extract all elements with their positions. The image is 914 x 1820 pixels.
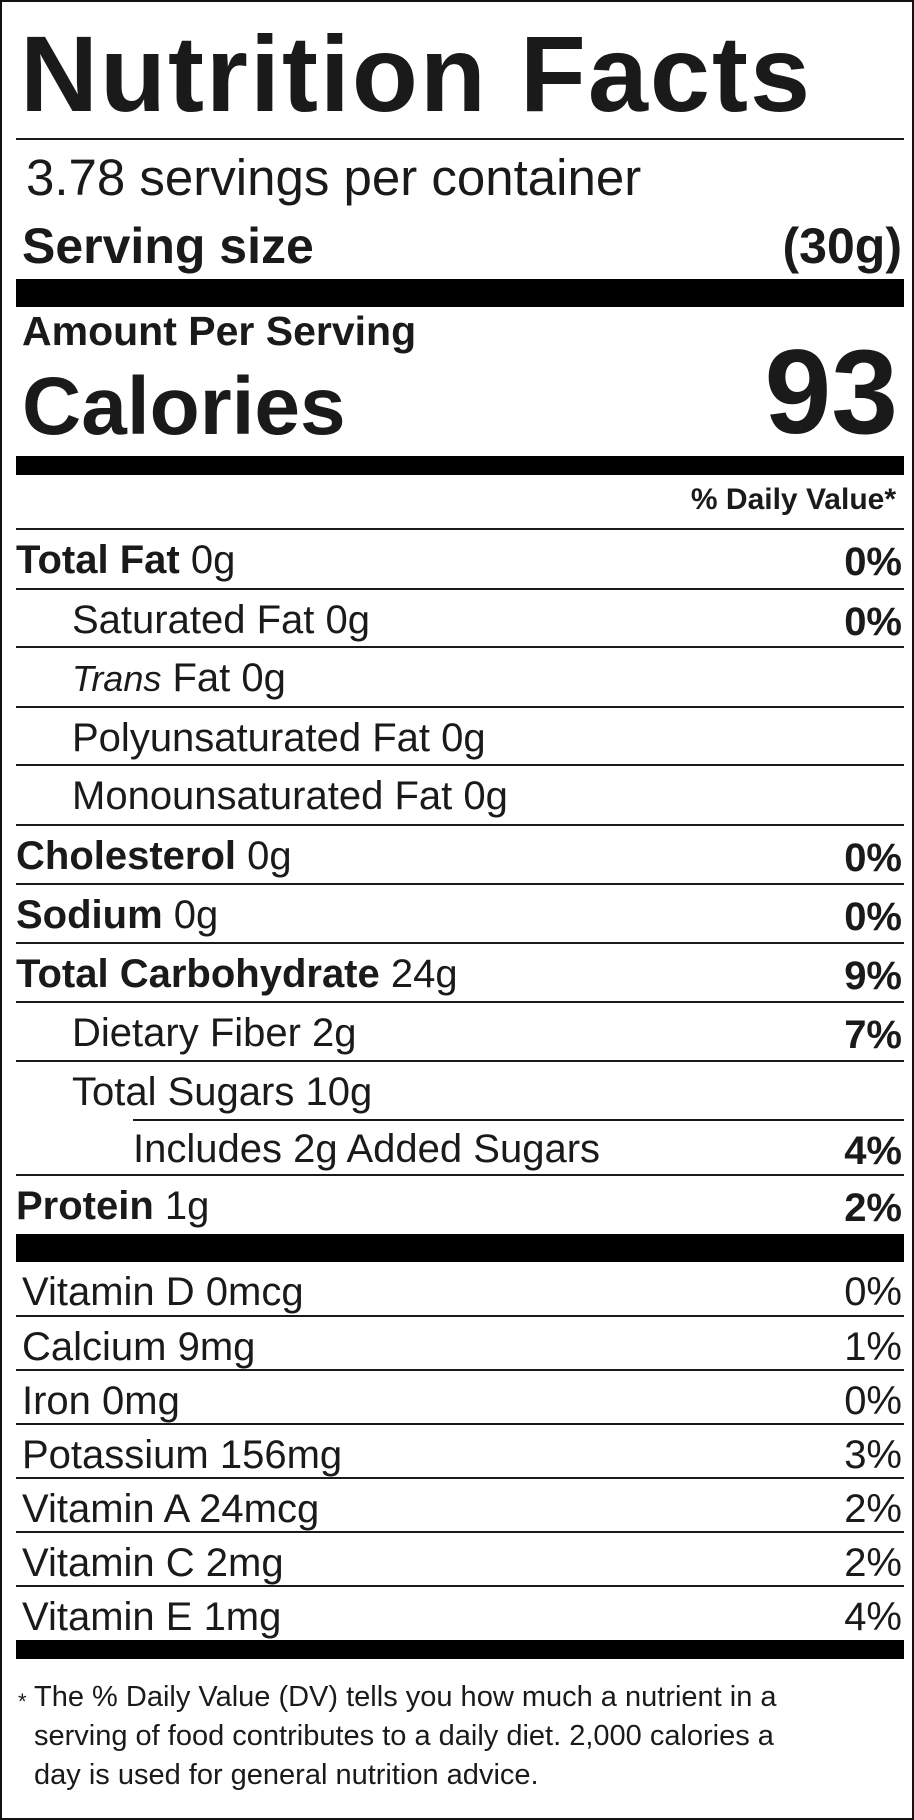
vitamin-name: Vitamin C 2mg (22, 1541, 284, 1585)
nutrient-name: Sodium 0g (16, 893, 219, 937)
nutrient-name: Total Carbohydrate 24g (16, 952, 458, 996)
nutrient-name: Dietary Fiber 2g (72, 1011, 357, 1055)
nutrient-dv: 0% (844, 600, 902, 644)
amount-per-serving: Amount Per Serving (22, 308, 417, 354)
nutrient-name: Includes 2g Added Sugars (133, 1127, 601, 1171)
label-body: Nutrition Facts 3.78 servings per contai… (16, 2, 904, 1818)
label-title: Nutrition Facts (20, 13, 813, 134)
medium-divider (16, 456, 904, 475)
nutrient-name: Trans Fat 0g (72, 656, 286, 700)
divider (16, 1531, 904, 1533)
vitamin-dv: 2% (844, 1541, 902, 1585)
daily-value-header: % Daily Value* (690, 483, 896, 516)
nutrient-row-added-sugars: Includes 2g Added Sugars 4% (16, 1119, 904, 1177)
divider (16, 1477, 904, 1479)
divider (16, 824, 904, 826)
footnote-line: day is used for general nutrition advice… (34, 1759, 539, 1791)
calories-value: 93 (764, 325, 898, 459)
servings-per-container: 3.78 servings per container (26, 149, 642, 206)
divider (16, 1315, 904, 1317)
nutrient-name: Polyunsaturated Fat 0g (72, 716, 486, 760)
nutrient-row-trans-fat: Trans Fat 0g (16, 648, 904, 706)
nutrient-name: Total Fat 0g (16, 538, 236, 582)
nutrient-dv: 0% (844, 540, 902, 584)
divider (133, 1119, 904, 1121)
serving-size-value: (30g) (782, 218, 902, 274)
nutrient-name: Total Sugars 10g (72, 1070, 373, 1114)
vitamin-row-vitamin-e: Vitamin E 1mg 4% (16, 1587, 904, 1641)
vitamin-dv: 1% (844, 1325, 902, 1369)
nutrient-row-protein: Protein 1g 2% (16, 1176, 904, 1234)
vitamin-row-vitamin-a: Vitamin A 24mcg 2% (16, 1479, 904, 1533)
nutrient-row-total-carbohydrate: Total Carbohydrate 24g 9% (16, 944, 904, 1002)
nutrient-row-sodium: Sodium 0g 0% (16, 885, 904, 943)
divider (16, 528, 904, 530)
divider (16, 646, 904, 648)
divider (16, 588, 904, 590)
vitamin-name: Vitamin D 0mcg (22, 1270, 304, 1314)
vitamin-name: Iron 0mg (22, 1379, 180, 1423)
footnote-line: serving of food contributes to a daily d… (34, 1720, 774, 1752)
nutrient-dv: 0% (844, 836, 902, 880)
divider (16, 1060, 904, 1062)
medium-divider (16, 1640, 904, 1659)
nutrient-row-saturated-fat: Saturated Fat 0g 0% (16, 590, 904, 648)
vitamin-row-vitamin-d: Vitamin D 0mcg 0% (16, 1262, 904, 1316)
vitamin-dv: 0% (844, 1379, 902, 1423)
nutrient-dv: 4% (844, 1129, 902, 1173)
nutrient-dv: 0% (844, 895, 902, 939)
divider (16, 1174, 904, 1176)
divider (16, 764, 904, 766)
divider (16, 138, 904, 140)
nutrient-row-cholesterol: Cholesterol 0g 0% (16, 826, 904, 884)
footnote-text: The % Daily Value (DV) tells you how muc… (34, 1678, 894, 1795)
nutrient-name: Monounsaturated Fat 0g (72, 774, 508, 818)
vitamin-row-potassium: Potassium 156mg 3% (16, 1425, 904, 1479)
vitamin-dv: 0% (844, 1270, 902, 1314)
vitamin-name: Potassium 156mg (22, 1433, 343, 1477)
calories-label: Calories (22, 361, 346, 452)
vitamin-dv: 2% (844, 1487, 902, 1531)
nutrient-dv: 7% (844, 1013, 902, 1057)
thick-divider (16, 1234, 904, 1262)
nutrient-dv: 9% (844, 954, 902, 998)
footnote-asterisk: * (18, 1689, 27, 1714)
thick-divider (16, 279, 904, 307)
footnote-line: The % Daily Value (DV) tells you how muc… (34, 1681, 777, 1713)
nutrient-row-monounsaturated-fat: Monounsaturated Fat 0g (16, 766, 904, 824)
divider (16, 1423, 904, 1425)
serving-size-label: Serving size (22, 218, 314, 274)
vitamin-row-calcium: Calcium 9mg 1% (16, 1317, 904, 1371)
vitamin-name: Vitamin A 24mcg (22, 1487, 320, 1531)
vitamin-row-iron: Iron 0mg 0% (16, 1371, 904, 1425)
divider (16, 706, 904, 708)
vitamin-dv: 3% (844, 1433, 902, 1477)
vitamin-name: Vitamin E 1mg (22, 1595, 282, 1639)
divider (16, 883, 904, 885)
divider (16, 1001, 904, 1003)
divider (16, 1585, 904, 1587)
nutrient-dv: 2% (844, 1186, 902, 1230)
divider (16, 1369, 904, 1371)
vitamin-row-vitamin-c: Vitamin C 2mg 2% (16, 1533, 904, 1587)
divider (16, 942, 904, 944)
nutrient-row-polyunsaturated-fat: Polyunsaturated Fat 0g (16, 708, 904, 766)
nutrient-name: Cholesterol 0g (16, 834, 292, 878)
vitamin-dv: 4% (844, 1595, 902, 1639)
vitamin-name: Calcium 9mg (22, 1325, 256, 1369)
nutrient-name: Protein 1g (16, 1184, 210, 1228)
nutrient-name: Saturated Fat 0g (72, 598, 370, 642)
nutrient-row-total-sugars: Total Sugars 10g (16, 1062, 904, 1120)
nutrient-row-total-fat: Total Fat 0g 0% (16, 530, 904, 588)
nutrient-row-dietary-fiber: Dietary Fiber 2g 7% (16, 1003, 904, 1061)
